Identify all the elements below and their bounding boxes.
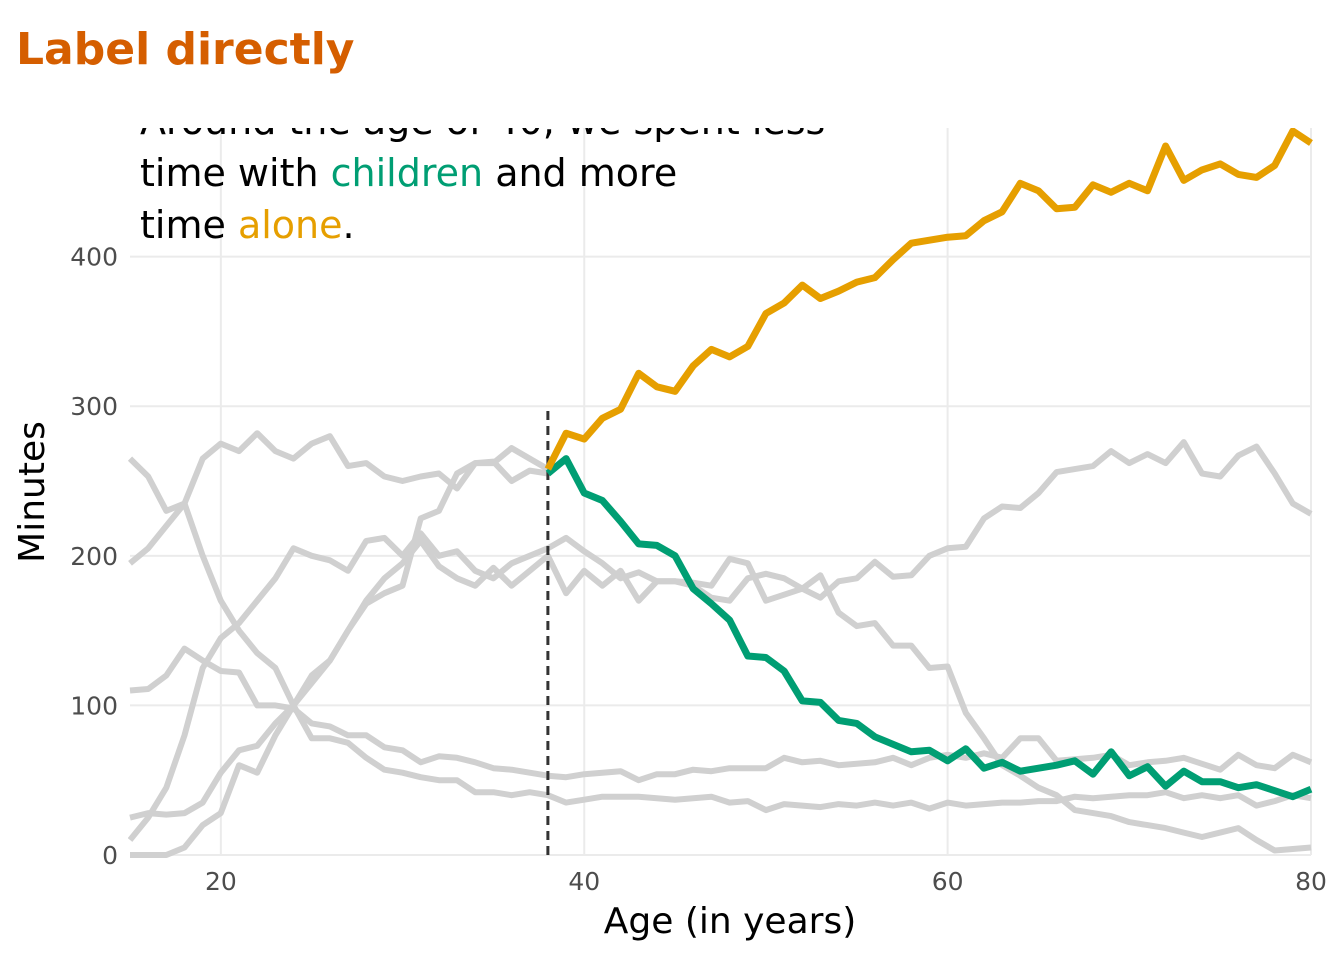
series-line [130, 537, 1312, 858]
annotation-text: and more [483, 151, 677, 195]
y-tick-label: 100 [70, 691, 118, 720]
y-tick-label: 400 [70, 243, 118, 272]
annotation-line: Around the age of 40, we spent less [140, 99, 825, 143]
annotation-text: Around the age of 40, we spent less [140, 99, 825, 143]
y-tick-label: 200 [70, 542, 118, 571]
annotation-text: alone [238, 203, 343, 247]
grid [130, 128, 1312, 856]
x-tick-label: 20 [205, 867, 237, 896]
series-line [545, 455, 1313, 801]
series-line [128, 430, 550, 566]
x-tick-label: 60 [932, 867, 964, 896]
x-tick-label: 80 [1295, 867, 1327, 896]
y-tick-label: 300 [70, 392, 118, 421]
annotation-text: time with [140, 151, 331, 195]
annotation-line: time with children and more [140, 151, 677, 195]
x-tick-label: 40 [568, 867, 600, 896]
y-axis-title: Minutes [12, 421, 53, 563]
annotation: Around the age of 40, we spent less time … [140, 99, 825, 247]
series-line [128, 456, 1312, 814]
annotation-text: time [140, 203, 238, 247]
chart-title: Label directly [16, 24, 354, 75]
x-axis-title: Age (in years) [604, 901, 857, 942]
lines [128, 128, 1313, 858]
series-line [129, 645, 1313, 784]
annotation-text: children [331, 151, 483, 195]
series-line [128, 439, 1313, 842]
annotation-text: . [343, 203, 355, 247]
annotation-line: time alone. [140, 203, 355, 247]
series-line [544, 128, 1313, 471]
y-tick-label: 0 [102, 841, 118, 870]
